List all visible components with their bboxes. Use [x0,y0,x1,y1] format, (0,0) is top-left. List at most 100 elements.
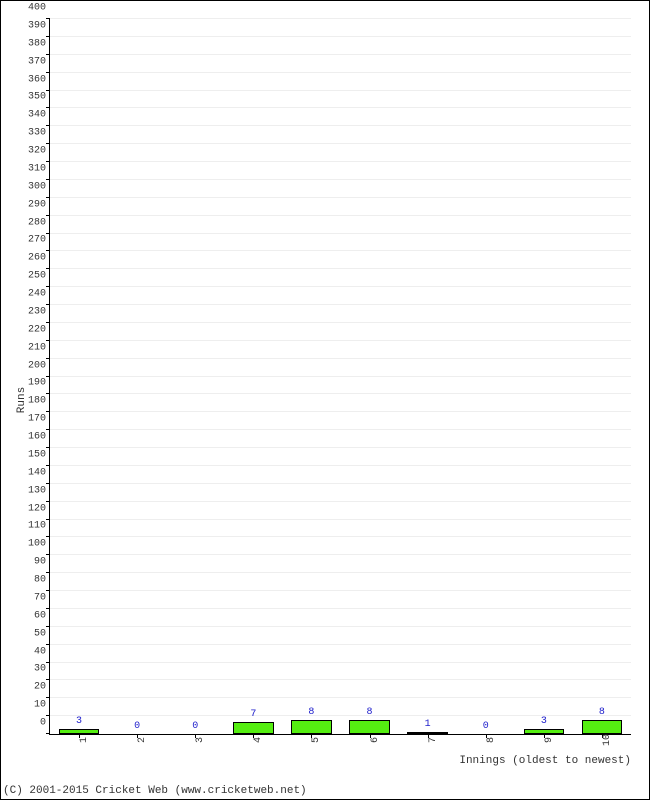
grid-line [50,304,631,305]
y-tick-label: 100 [28,539,46,550]
y-tick-label: 390 [28,20,46,31]
y-tick-label: 260 [28,253,46,264]
y-tick-label: 130 [28,485,46,496]
y-tick-mark [46,715,50,716]
x-tick-label: 1 [79,737,90,743]
grid-line [50,215,631,216]
grid-line [50,268,631,269]
grid-line [50,447,631,448]
y-tick-mark [46,626,50,627]
y-tick-mark [46,644,50,645]
grid-line [50,393,631,394]
y-tick-label: 160 [28,432,46,443]
y-tick-mark [46,465,50,466]
y-tick-label: 350 [28,92,46,103]
grid-line [50,358,631,359]
grid-line [50,644,631,645]
y-tick-label: 330 [28,128,46,139]
bar-value-label: 0 [134,721,140,732]
y-tick-mark [46,483,50,484]
y-tick-label: 180 [28,396,46,407]
y-tick-label: 300 [28,181,46,192]
plot-area: 0102030405060708090100110120130140150160… [49,19,631,735]
y-tick-label: 170 [28,414,46,425]
x-tick-label: 4 [253,737,264,743]
grid-line [50,340,631,341]
y-tick-mark [46,250,50,251]
y-tick-label: 370 [28,56,46,67]
y-tick-label: 340 [28,110,46,121]
chart-container: Runs 01020304050607080901001101201301401… [0,0,650,800]
y-tick-mark [46,340,50,341]
y-tick-mark [46,54,50,55]
y-tick-mark [46,286,50,287]
y-tick-label: 70 [34,592,46,603]
x-tick-label: 6 [370,737,381,743]
grid-line [50,143,631,144]
bar-value-label: 1 [425,719,431,730]
grid-line [50,554,631,555]
y-tick-label: 380 [28,38,46,49]
bar-value-label: 0 [483,721,489,732]
y-tick-label: 20 [34,682,46,693]
y-tick-mark [46,501,50,502]
y-tick-mark [46,590,50,591]
y-tick-mark [46,179,50,180]
bar-value-label: 3 [541,716,547,727]
y-tick-mark [46,18,50,19]
x-tick-label: 8 [486,737,497,743]
x-tick-label: 9 [544,737,555,743]
grid-line [50,697,631,698]
bar-value-label: 7 [250,709,256,720]
grid-line [50,519,631,520]
grid-line [50,107,631,108]
y-tick-mark [46,411,50,412]
y-tick-label: 150 [28,449,46,460]
y-tick-mark [46,72,50,73]
y-tick-label: 200 [28,360,46,371]
grid-line [50,679,631,680]
y-tick-label: 110 [28,521,46,532]
y-tick-label: 40 [34,646,46,657]
bar-value-label: 0 [192,721,198,732]
y-tick-mark [46,143,50,144]
y-tick-label: 240 [28,289,46,300]
grid-line [50,501,631,502]
y-tick-label: 210 [28,342,46,353]
grid-line [50,18,631,19]
grid-line [50,250,631,251]
y-axis-title: Runs [16,387,28,413]
x-tick-label: 3 [195,737,206,743]
grid-line [50,572,631,573]
bar-value-label: 8 [599,707,605,718]
grid-line [50,161,631,162]
y-tick-mark [46,679,50,680]
bar [582,720,623,734]
y-tick-mark [46,90,50,91]
grid-line [50,411,631,412]
grid-line [50,429,631,430]
y-tick-label: 310 [28,163,46,174]
y-tick-mark [46,519,50,520]
grid-line [50,125,631,126]
grid-line [50,376,631,377]
y-tick-mark [46,393,50,394]
y-tick-mark [46,608,50,609]
grid-line [50,54,631,55]
grid-line [50,36,631,37]
grid-line [50,233,631,234]
x-tick-label: 10 [602,734,613,746]
grid-line [50,536,631,537]
bar [233,722,274,735]
y-tick-mark [46,268,50,269]
grid-line [50,179,631,180]
grid-line [50,465,631,466]
y-tick-label: 50 [34,628,46,639]
y-tick-label: 290 [28,199,46,210]
y-tick-mark [46,572,50,573]
y-tick-label: 10 [34,700,46,711]
y-tick-label: 60 [34,610,46,621]
y-tick-label: 0 [40,718,46,729]
grid-line [50,590,631,591]
y-tick-mark [46,197,50,198]
